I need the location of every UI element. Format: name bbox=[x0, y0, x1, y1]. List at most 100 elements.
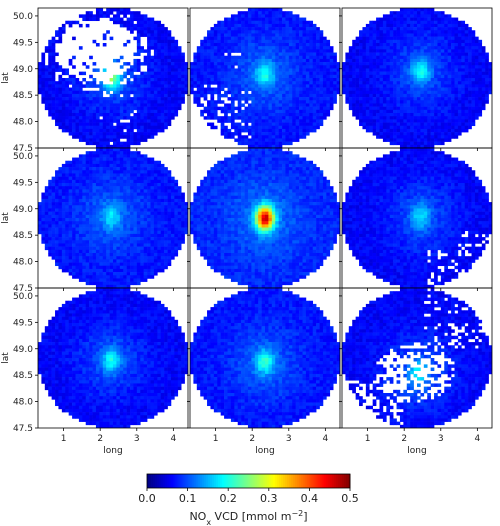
colorbar-cell bbox=[276, 474, 280, 488]
panel-2-1: 1 2 3 4 long bbox=[187, 287, 341, 456]
colorbar-cell bbox=[262, 474, 266, 488]
colorbar-cell bbox=[234, 474, 237, 488]
y-tick-label: 48.5 bbox=[13, 371, 33, 381]
colorbar-cell bbox=[238, 474, 241, 488]
colorbar-cell bbox=[315, 474, 318, 488]
colorbar-cell bbox=[216, 474, 219, 488]
colorbar-cell bbox=[240, 474, 243, 488]
colorbar-cell bbox=[207, 474, 211, 488]
colorbar-cell bbox=[280, 474, 284, 488]
colorbar-cell bbox=[333, 474, 337, 488]
panel-1-0: 50.0 49.5 49.0 48.5 48.0 47.5 lat bbox=[1, 147, 189, 294]
colorbar-cell bbox=[339, 474, 343, 488]
x-tick-label: 1 bbox=[365, 434, 371, 444]
colorbar-cell bbox=[177, 474, 180, 488]
colorbar-cell bbox=[307, 474, 310, 488]
colorbar-cell bbox=[252, 474, 255, 488]
colorbar-cell bbox=[224, 474, 227, 488]
colorbar-cell bbox=[230, 474, 233, 488]
panels: 50.0 49.5 49.0 48.5 48.0 47.5 lat 50.0 49.5 49.0 4… bbox=[1, 7, 493, 456]
colorbar-tick-label: 0.3 bbox=[260, 492, 278, 505]
colorbar-cell bbox=[205, 474, 209, 488]
y-tick-label: 47.5 bbox=[13, 424, 33, 434]
x-axis-label: long bbox=[255, 446, 274, 456]
colorbar-cell bbox=[187, 474, 191, 488]
colorbar-cell bbox=[299, 474, 302, 488]
colorbar-cell bbox=[301, 474, 304, 488]
colorbar-cell bbox=[285, 474, 288, 488]
colorbar-tick-label: 0.0 bbox=[138, 492, 156, 505]
colorbar-cell bbox=[293, 474, 296, 488]
heatmap-cells bbox=[38, 288, 188, 428]
panel-frame bbox=[341, 287, 493, 429]
colorbar-label-end: ] bbox=[303, 510, 307, 523]
colorbar-cell bbox=[232, 474, 235, 488]
colorbar-tick-label: 0.5 bbox=[341, 492, 359, 505]
x-tick-label: 2 bbox=[97, 434, 103, 444]
colorbar-cell bbox=[319, 474, 322, 488]
colorbar-cell bbox=[260, 474, 264, 488]
colorbar-tick-label: 0.1 bbox=[179, 492, 197, 505]
colorbar-cell bbox=[165, 474, 168, 488]
y-tick-label: 50.0 bbox=[13, 292, 33, 302]
colorbar-cell bbox=[313, 474, 316, 488]
x-axis-label: long bbox=[407, 446, 426, 456]
heatmap-cells bbox=[190, 288, 340, 428]
colorbar-cell bbox=[291, 474, 294, 488]
colorbar-cell bbox=[311, 474, 314, 488]
colorbar-cell bbox=[193, 474, 197, 488]
colorbar-cell bbox=[325, 474, 329, 488]
colorbar-cell bbox=[220, 474, 223, 488]
colorbar-cell bbox=[246, 474, 249, 488]
colorbar-cell bbox=[289, 474, 292, 488]
colorbar-cell bbox=[175, 474, 178, 488]
panel-frame bbox=[189, 287, 341, 429]
panel-0-1 bbox=[187, 7, 341, 151]
colorbar-cell bbox=[181, 474, 184, 488]
colorbar-cell bbox=[341, 474, 345, 488]
colorbar-cell bbox=[171, 474, 174, 488]
colorbar-cell bbox=[159, 474, 162, 488]
colorbar-cell bbox=[327, 474, 331, 488]
y-tick-label: 49.5 bbox=[13, 178, 33, 188]
colorbar-cell bbox=[236, 474, 239, 488]
colorbar-cell bbox=[155, 474, 158, 488]
x-tick-label: 1 bbox=[213, 434, 219, 444]
colorbar-tick-label: 0.4 bbox=[301, 492, 319, 505]
colorbar-cell bbox=[272, 474, 276, 488]
colorbar-cell bbox=[209, 474, 213, 488]
colorbar-cell bbox=[256, 474, 260, 488]
heatmap-cells bbox=[190, 8, 340, 148]
heatmap-cells bbox=[342, 148, 492, 288]
y-tick-label: 47.5 bbox=[13, 144, 33, 154]
y-tick-label: 49.5 bbox=[13, 38, 33, 48]
colorbar-cell bbox=[309, 474, 312, 488]
y-tick-label: 47.5 bbox=[13, 284, 33, 294]
x-tick-label: 3 bbox=[286, 434, 292, 444]
colorbar-cell bbox=[149, 474, 152, 488]
colorbar-cell bbox=[254, 474, 258, 488]
colorbar-cell bbox=[226, 474, 229, 488]
x-tick-label: 4 bbox=[474, 434, 480, 444]
colorbar-cell bbox=[248, 474, 251, 488]
colorbar-cell bbox=[317, 474, 320, 488]
colorbar-ticks: 0.0 0.1 0.2 0.3 0.4 0.5 bbox=[138, 488, 359, 505]
colorbar-cell bbox=[303, 474, 306, 488]
colorbar-cell bbox=[218, 474, 221, 488]
colorbar-cell bbox=[244, 474, 247, 488]
heatmap-cells bbox=[38, 148, 188, 288]
colorbar-cell bbox=[185, 474, 188, 488]
y-tick-label: 48.0 bbox=[13, 118, 33, 128]
colorbar-cell bbox=[287, 474, 290, 488]
colorbar-cell bbox=[197, 474, 201, 488]
y-tick-label: 49.0 bbox=[13, 65, 33, 75]
colorbar-label: NOx VCD [mmol m−2] bbox=[189, 509, 307, 526]
colorbar: 0.0 0.1 0.2 0.3 0.4 0.5 NOx VCD [mmol m−2] bbox=[138, 473, 359, 526]
x-tick-label: 2 bbox=[401, 434, 407, 444]
colorbar-cell bbox=[345, 474, 349, 488]
colorbar-cell bbox=[283, 474, 286, 488]
x-tick-label: 4 bbox=[170, 434, 176, 444]
y-tick-label: 48.5 bbox=[13, 91, 33, 101]
colorbar-cell bbox=[305, 474, 308, 488]
colorbar-cell bbox=[161, 474, 164, 488]
